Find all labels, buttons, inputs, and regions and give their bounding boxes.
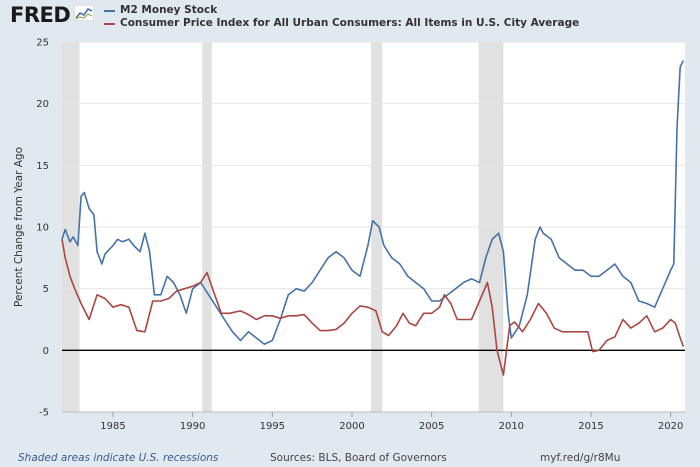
y-tick-label: 15: [36, 161, 49, 172]
legend-entry-cpi[interactable]: Consumer Price Index for All Urban Consu…: [104, 17, 579, 30]
x-tick-label: 2010: [499, 421, 524, 432]
chart-legend: M2 Money Stock Consumer Price Index for …: [104, 4, 579, 30]
line-chart-icon: [74, 5, 94, 21]
sources-note: Sources: BLS, Board of Governors: [270, 452, 447, 464]
legend-entry-m2[interactable]: M2 Money Stock: [104, 4, 579, 17]
series-line-cpi: [61, 239, 685, 376]
x-tick-label: 2015: [578, 421, 603, 432]
line-chart: -5 0 5 10 15 20 25 1985 1990 1995 2000 2005 2010 2015…: [13, 38, 685, 432]
y-axis-label: Percent Change from Year Ago: [13, 147, 25, 307]
x-tick-label: 1990: [180, 421, 205, 432]
fred-logo[interactable]: FRED: [10, 3, 71, 27]
y-tick-label: 20: [36, 99, 49, 110]
recession-note: Shaded areas indicate U.S. recessions: [18, 452, 219, 464]
y-tick-label: 0: [43, 346, 49, 357]
x-tick-label: 2005: [419, 421, 444, 432]
x-tick-label: 2000: [339, 421, 364, 432]
legend-label-m2: M2 Money Stock: [120, 4, 218, 16]
y-tick-label: 10: [36, 223, 49, 234]
x-tick-label: 2020: [658, 421, 683, 432]
y-tick-label: 25: [36, 38, 49, 49]
legend-swatch-cpi: [104, 22, 115, 25]
y-tick-label: 5: [43, 284, 49, 295]
legend-label-cpi: Consumer Price Index for All Urban Consu…: [120, 17, 580, 29]
series-line-m2: [61, 60, 685, 346]
y-tick-label: -5: [39, 408, 49, 419]
chart-header: FRED M2 Money Stock Consumer Price Index…: [0, 0, 700, 32]
x-tick-label: 1995: [260, 421, 285, 432]
legend-swatch-m2: [104, 9, 115, 12]
x-tick-label: 1985: [100, 421, 125, 432]
short-url-link[interactable]: myf.red/g/r8Mu: [540, 452, 621, 464]
